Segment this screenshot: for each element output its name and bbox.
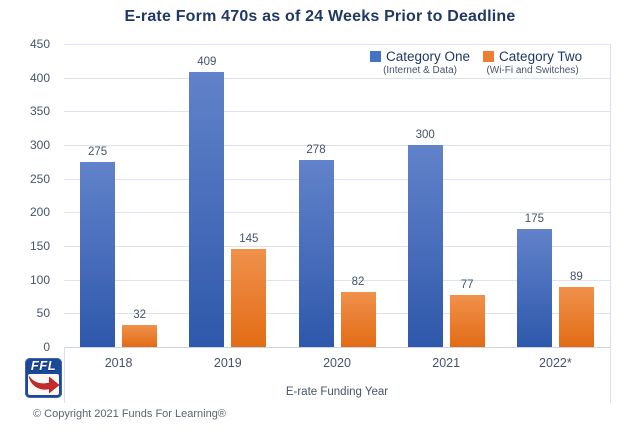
bar-value-label: 77 (460, 279, 474, 292)
bar-value-label: 82 (351, 275, 365, 288)
y-tick-label: 300 (29, 138, 50, 152)
legend-sublabel-category-two: (Wi-Fi and Switches) (486, 65, 579, 76)
bar-value-label: 278 (306, 143, 326, 156)
bar-category-two-2022 (558, 287, 594, 347)
y-tick-label: 200 (29, 205, 50, 220)
category-two-swatch-icon (483, 51, 495, 62)
gridline (64, 178, 610, 180)
ffl-logo: FFL (25, 358, 62, 398)
gridline (64, 111, 610, 113)
bar-value-label: 89 (569, 271, 583, 284)
bar-category-two-2019 (231, 249, 267, 347)
bar-value-label: 300 (415, 129, 435, 141)
y-tick-label: 150 (29, 239, 50, 253)
legend-label-category-one: Category One (386, 49, 471, 64)
chart-title: E-rate Form 470s as of 24 Weeks Prior to… (124, 8, 516, 25)
category-one-swatch-icon (370, 51, 381, 62)
y-tick-label: 450 (29, 37, 50, 51)
gridline (64, 145, 610, 146)
x-tick-label: 2021 (432, 356, 461, 370)
bar-value-label: 145 (239, 233, 259, 246)
y-tick-label: 0 (43, 340, 50, 354)
bar-value-label: 275 (88, 145, 108, 158)
gridline (64, 246, 610, 247)
bar-category-one-2020 (298, 159, 334, 347)
y-tick-label: 350 (29, 104, 50, 119)
x-tick-label: 2022* (539, 356, 572, 370)
x-axis-title: E-rate Funding Year (285, 386, 389, 398)
gridline (64, 313, 610, 315)
copyright-text: © Copyright 2021 Funds For Learning® (33, 408, 226, 420)
legend-sublabel-category-one: (Internet & Data) (383, 65, 457, 76)
legend-item-category-two: Category Two (Wi-Fi and Switches) (483, 49, 582, 76)
bar-category-two-2020 (340, 291, 376, 347)
y-tick-label: 50 (36, 306, 50, 321)
bar-category-two-2021 (449, 295, 485, 347)
x-axis-line (64, 347, 610, 348)
gridline (64, 212, 610, 214)
gridline (64, 77, 610, 79)
bar-category-one-2021 (407, 145, 443, 347)
gridline (64, 44, 610, 45)
bar-value-label: 175 (524, 213, 544, 226)
bar-category-one-2018 (80, 161, 116, 347)
ffl-logo-panel (28, 374, 60, 395)
legend: Category One (Internet & Data) Category … (370, 49, 582, 76)
gridline (64, 279, 610, 281)
bar-value-label: 32 (133, 309, 146, 322)
x-tick-label: 2020 (323, 356, 351, 370)
plot-right-border (610, 44, 611, 403)
x-tick-label: 2018 (104, 356, 133, 370)
ffl-logo-text: FFL (30, 358, 57, 373)
y-tick-label: 100 (29, 272, 50, 287)
bar-category-one-2022 (516, 229, 552, 347)
bar-category-one-2019 (189, 71, 225, 347)
bar-value-label: 409 (197, 55, 217, 68)
legend-label-category-two: Category Two (499, 49, 583, 64)
y-tick-label: 400 (29, 70, 50, 85)
y-axis-line (64, 347, 65, 403)
y-tick-label: 250 (29, 171, 50, 186)
bar-category-two-2018 (122, 325, 158, 347)
legend-item-category-one: Category One (Internet & Data) (370, 49, 470, 76)
red-swoosh-arrow-icon (28, 376, 60, 394)
x-tick-label: 2019 (213, 356, 242, 370)
